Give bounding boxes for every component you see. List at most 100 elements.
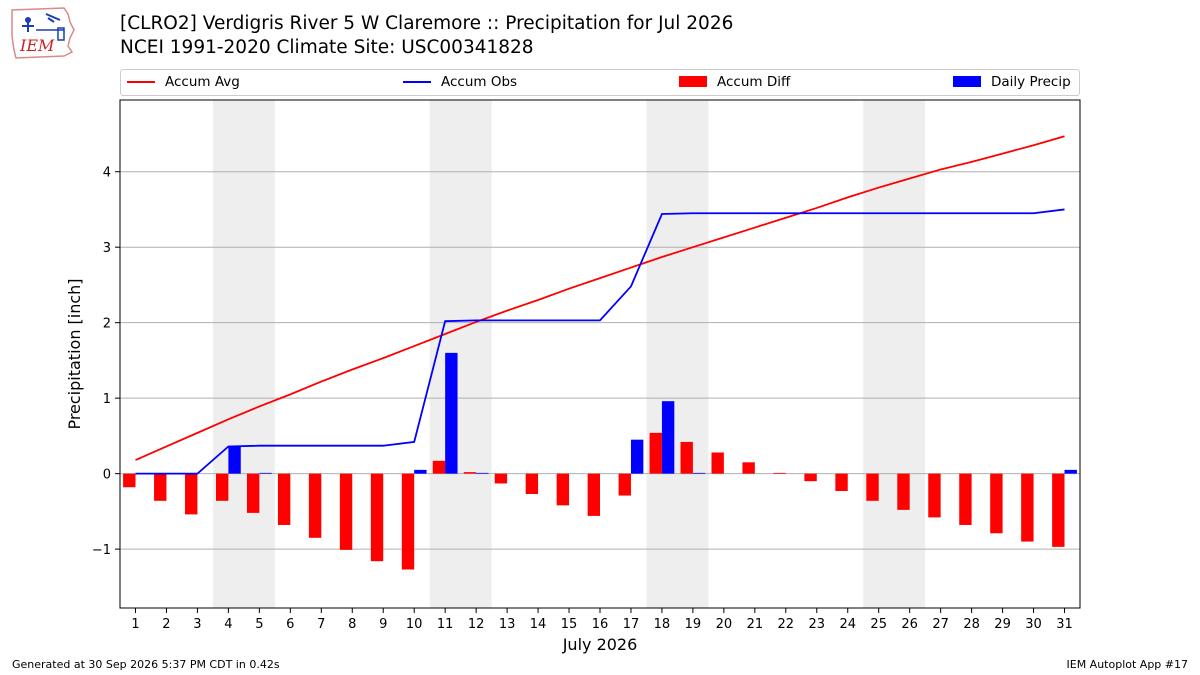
bar-accum-diff (432, 460, 446, 474)
x-tick-label: 26 (901, 617, 918, 632)
app-credit: IEM Autoplot App #17 (1066, 658, 1189, 671)
bar-daily-precip (445, 352, 458, 474)
bar-accum-diff (990, 473, 1003, 534)
x-tick-label: 3 (193, 617, 201, 632)
x-tick-label: 1 (131, 617, 139, 632)
bar-daily-precip (692, 472, 706, 474)
weekend-shade (212, 100, 275, 608)
x-axis-label: July 2026 (562, 635, 638, 654)
chart-legend: Accum Avg Accum Obs Accum Diff Daily Pre… (120, 69, 1080, 96)
bar-daily-precip (630, 439, 644, 474)
x-tick-label: 5 (255, 617, 263, 632)
weekend-shade (429, 100, 492, 608)
weekend-shade (646, 100, 709, 608)
bar-accum-diff (897, 473, 910, 510)
y-tick-label: 4 (103, 166, 111, 181)
generated-timestamp: Generated at 30 Sep 2026 5:37 PM CDT in … (12, 658, 280, 671)
bar-accum-diff (1052, 473, 1065, 547)
x-tick-label: 8 (348, 617, 356, 632)
y-axis-label: Precipitation [inch] (65, 278, 84, 429)
bar-daily-precip (476, 472, 489, 474)
iowa-map-logo-icon: IEM (11, 7, 75, 59)
x-tick-label: 7 (317, 617, 325, 632)
bar-daily-precip (414, 469, 427, 474)
legend-box-swatch (953, 76, 981, 87)
legend-line-swatch (127, 81, 155, 83)
x-tick-label: 24 (839, 617, 856, 632)
x-tick-label: 16 (592, 617, 609, 632)
bar-accum-diff (339, 473, 353, 550)
y-tick-label: 1 (103, 392, 111, 407)
x-tick-label: 22 (778, 617, 795, 632)
bar-daily-precip (228, 446, 241, 474)
line-accum-obs (135, 208, 1065, 475)
bar-accum-diff (618, 473, 631, 496)
x-tick-label: 29 (994, 617, 1011, 632)
bar-accum-diff (711, 452, 724, 474)
x-tick-label: 31 (1056, 617, 1073, 632)
x-tick-label: 4 (224, 617, 232, 632)
iem-logo: IEM (8, 6, 78, 60)
bar-accum-diff (277, 473, 291, 525)
chart-title: [CLRO2] Verdigris River 5 W Claremore ::… (120, 13, 734, 34)
legend-label: Accum Obs (441, 74, 518, 90)
y-tick-label: 3 (103, 241, 111, 256)
legend-line-swatch (403, 81, 431, 83)
x-tick-label: 23 (809, 617, 826, 632)
y-tick-label: 2 (103, 317, 111, 332)
bar-daily-precip (1064, 469, 1077, 474)
x-tick-label: 6 (286, 617, 294, 632)
bar-accum-diff (308, 473, 322, 538)
bar-accum-diff (1021, 473, 1034, 542)
bar-accum-diff (587, 473, 600, 516)
svg-text:IEM: IEM (19, 36, 55, 55)
x-tick-label: 2 (162, 617, 170, 632)
x-tick-label: 30 (1025, 617, 1042, 632)
x-tick-label: 18 (654, 617, 671, 632)
x-tick-label: 12 (468, 617, 485, 632)
bar-accum-diff (556, 473, 570, 506)
x-tick-label: 25 (870, 617, 887, 632)
bar-daily-precip (661, 401, 675, 474)
x-tick-label: 14 (530, 617, 547, 632)
x-tick-label: 21 (747, 617, 764, 632)
x-tick-label: 13 (499, 617, 516, 632)
bar-accum-diff (773, 472, 786, 474)
line-accum-avg (135, 135, 1065, 461)
bar-accum-diff (494, 473, 508, 484)
bar-accum-diff (835, 473, 848, 492)
bar-accum-diff (123, 473, 136, 488)
bar-accum-diff (649, 432, 662, 474)
bar-accum-diff (246, 473, 260, 513)
bar-accum-diff (463, 472, 477, 474)
x-tick-label: 27 (932, 617, 949, 632)
x-tick-label: 19 (685, 617, 702, 632)
bar-accum-diff (401, 473, 415, 570)
x-tick-label: 28 (963, 617, 980, 632)
legend-label: Accum Diff (717, 74, 791, 90)
bar-accum-diff (216, 473, 229, 501)
x-tick-label: 20 (716, 617, 733, 632)
legend-box-swatch (679, 76, 707, 87)
chart-subtitle: NCEI 1991-2020 Climate Site: USC00341828 (120, 37, 534, 58)
y-tick-label: 0 (103, 468, 111, 483)
x-tick-label: 15 (561, 617, 578, 632)
bar-accum-diff (185, 473, 198, 515)
bar-accum-diff (370, 473, 384, 562)
legend-label: Daily Precip (991, 74, 1071, 90)
bar-accum-diff (928, 473, 941, 518)
bar-daily-precip (259, 472, 272, 474)
bar-accum-diff (154, 473, 167, 501)
weekend-shade (863, 100, 926, 608)
x-tick-label: 9 (379, 617, 387, 632)
x-tick-label: 17 (623, 617, 640, 632)
bar-accum-diff (804, 473, 817, 482)
bar-accum-diff (959, 473, 972, 525)
y-tick-label: −1 (92, 543, 111, 558)
bar-accum-diff (742, 462, 755, 474)
legend-label: Accum Avg (165, 74, 240, 90)
bar-accum-diff (525, 473, 539, 495)
bar-accum-diff (866, 473, 879, 501)
bar-accum-diff (680, 441, 693, 474)
